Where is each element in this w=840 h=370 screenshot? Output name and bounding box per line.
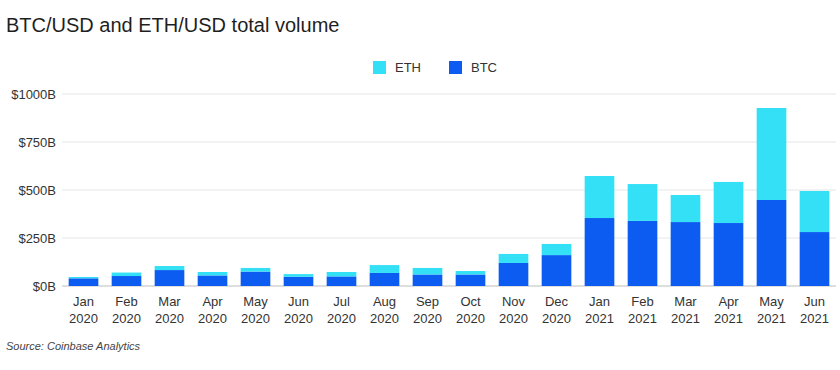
bar-segment [241, 268, 271, 272]
bar-segment [757, 108, 787, 200]
bar-segment [327, 272, 357, 276]
x-tick-label: Apr2021 [714, 294, 743, 326]
bar-segment [284, 274, 314, 277]
bar-segment [585, 176, 615, 218]
legend-swatch [449, 61, 462, 74]
y-tick-label: $500B [18, 183, 56, 198]
bar-segment [370, 273, 400, 286]
bar-segment [628, 184, 658, 221]
bars [69, 108, 830, 286]
x-tick-label: Jun2021 [800, 294, 829, 326]
x-tick-label: Dec2020 [542, 294, 571, 326]
bar-segment [112, 276, 142, 286]
bar-segment [456, 271, 486, 274]
x-tick-label: Jun2020 [284, 294, 313, 326]
bar-segment [198, 272, 228, 275]
bar-segment [671, 195, 701, 222]
bar-segment [413, 268, 443, 275]
x-tick-label: Jan2021 [585, 294, 614, 326]
x-tick-label: Mar2021 [671, 294, 700, 326]
bar-segment [757, 200, 787, 286]
y-axis: $0B $250B $500B $750B $1000B [11, 87, 836, 294]
y-tick-label: $250B [18, 231, 56, 246]
x-tick-label: May2021 [757, 294, 786, 326]
bar-segment [800, 232, 830, 286]
y-tick-label: $1000B [11, 87, 56, 102]
legend-label: ETH [395, 60, 421, 75]
chart-svg: BTC/USD and ETH/USD total volume ETH BTC $0… [0, 0, 840, 370]
x-tick-label: Feb2021 [628, 294, 657, 326]
bar-segment [155, 270, 185, 286]
chart-container: BTC/USD and ETH/USD total volume ETH BTC $0… [0, 0, 840, 370]
bar-segment [714, 223, 744, 286]
bar-segment [69, 278, 99, 286]
bar-segment [198, 275, 228, 286]
x-tick-label: Oct2020 [456, 294, 485, 326]
x-tick-label: Nov2020 [499, 294, 528, 326]
bar-segment [241, 272, 271, 286]
x-tick-label: Feb2020 [112, 294, 141, 326]
bar-segment [112, 273, 142, 276]
bar-segment [155, 266, 185, 270]
grid-line [62, 94, 836, 95]
source: Source: Coinbase Analytics [6, 340, 141, 352]
bar-segment [800, 191, 830, 232]
x-tick-label: Jul2020 [327, 294, 356, 326]
title: BTC/USD and ETH/USD total volume [6, 14, 339, 36]
bar-segment [585, 218, 615, 286]
bar-segment [671, 222, 701, 286]
x-tick-label: Mar2020 [155, 294, 184, 326]
bar-segment [413, 274, 443, 286]
legend-label: BTC [471, 60, 497, 75]
bar-segment [628, 221, 658, 286]
legend: ETH BTC [373, 60, 497, 75]
grid-line [62, 142, 836, 143]
y-tick-label: $0B [33, 279, 56, 294]
bar-segment [284, 277, 314, 286]
x-tick-label: May2020 [241, 294, 270, 326]
x-tick-label: Sep2020 [413, 294, 442, 326]
x-tick-label: Apr2020 [198, 294, 227, 326]
x-axis: Jan2020 Feb2020 Mar2020 Apr2020 May2020 Jun20… [69, 294, 829, 326]
bar-segment [542, 255, 572, 286]
legend-swatch [373, 61, 386, 74]
bar-segment [327, 276, 357, 286]
x-tick-label: Aug2020 [370, 294, 399, 326]
bar-segment [714, 182, 744, 223]
bar-segment [69, 277, 99, 278]
bar-segment [542, 244, 572, 255]
bar-segment [499, 263, 529, 286]
y-tick-label: $750B [18, 135, 56, 150]
bar-segment [499, 254, 529, 263]
x-tick-label: Jan2020 [69, 294, 98, 326]
bar-segment [370, 265, 400, 273]
bar-segment [456, 274, 486, 286]
